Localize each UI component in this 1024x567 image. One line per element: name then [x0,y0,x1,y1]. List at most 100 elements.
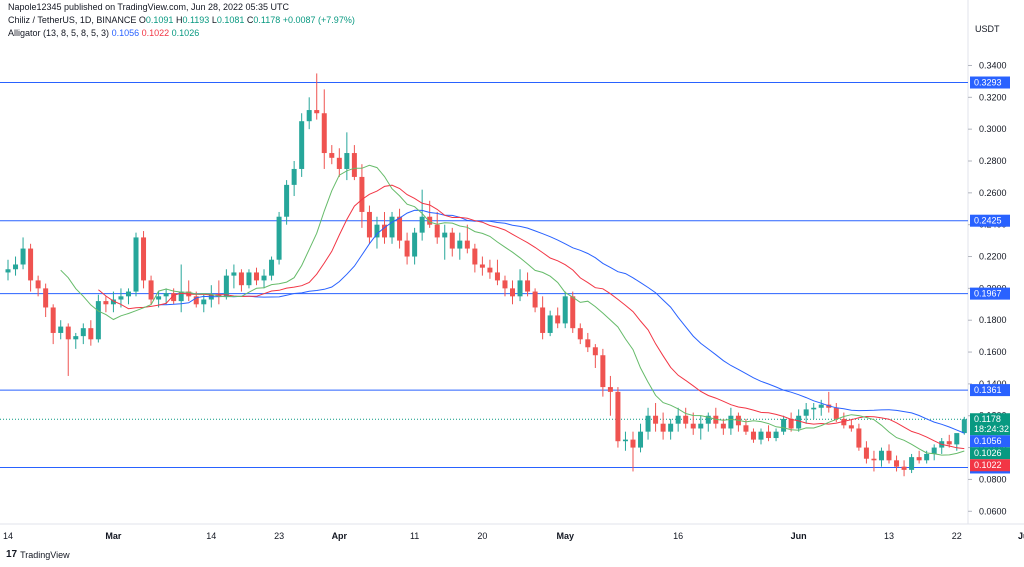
level-tag [970,384,1010,397]
candle-body [577,328,583,340]
candle-body [653,415,659,424]
candle-body [961,419,967,434]
price-tag-countdown: 18:24:32 [974,424,1009,434]
candle-body [811,407,817,410]
candle-body [547,315,553,333]
candle-body [630,439,636,448]
price-tag [970,413,1010,436]
candle-body [35,280,41,289]
candle-body [80,328,86,337]
candle-body [878,450,884,461]
candle-body [427,216,433,225]
candle-body [592,347,598,356]
alligator-name[interactable]: Alligator (13, 8, 5, 8, 5, 3) [8,28,110,38]
alligator-teeth-line [98,184,965,450]
candle-body [442,232,448,238]
candle-body [269,259,275,276]
candle-body [50,307,56,333]
x-tick-label: 23 [274,531,284,541]
candle-body [374,224,380,238]
level-tag [970,287,1010,300]
candle-body [540,307,546,333]
price-tag [970,459,1010,472]
candle-body [600,355,606,388]
candle-body [607,387,613,392]
candle-body [668,423,674,432]
candle-body [95,301,101,340]
candle-body [856,428,862,448]
candle-body [585,339,591,348]
x-tick-label: Jun [791,531,807,541]
y-tick-label: 0.3200 [979,92,1007,102]
x-tick-label: 22 [952,531,962,541]
y-tick-label: 0.2200 [979,252,1007,262]
tradingview-brand: TradingView [20,549,70,560]
ohlc-legend: Chiliz / TetherUS, 1D, BINANCE O0.1091 H… [8,15,355,25]
open-label: O [138,15,146,25]
change-value: +0.0087 (+7.97%) [282,15,355,25]
price-tag [970,447,1010,460]
candle-body [306,110,312,122]
candle-body [178,291,184,302]
publish-text: Napole12345 published on TradingView.com… [8,2,290,12]
x-tick-label: Apr [332,531,348,541]
candle-body [419,216,425,233]
candle-body [946,441,952,445]
horizontal-levels [0,82,968,468]
candle-body [329,153,335,158]
candle-body [510,288,516,297]
candle-body [525,280,531,292]
symbol-label[interactable]: Chiliz / TetherUS, 1D, BINANCE [8,15,137,25]
candle-body [344,153,350,169]
y-tick-label: 0.0800 [979,474,1007,484]
candle-body [570,296,576,329]
y-tick-label: 0.1600 [979,347,1007,357]
x-tick-label: 14 [206,531,216,541]
candle-body [758,431,764,440]
candle-body [818,404,824,408]
y-tick-label: 0.1800 [979,315,1007,325]
candle-body [909,457,915,470]
candlesticks [5,73,967,477]
candle-body [110,299,116,305]
candle-body [201,299,207,305]
candle-body [118,296,124,300]
close-value: 0.1178 [253,15,281,25]
tradingview-footer[interactable]: 17 TradingView [6,549,70,560]
x-tick-label: 14 [3,531,13,541]
candle-body [389,216,395,238]
candle-body [382,224,387,238]
candle-body [291,168,297,185]
candle-body [246,272,252,286]
y-tick-label: 0.1400 [979,379,1007,389]
candle-body [253,272,259,281]
price-tag-label: 0.1022 [974,460,1002,470]
low-value: 0.1081 [216,15,245,25]
candle-body [299,121,305,169]
candle-body [675,415,681,424]
candle-body [954,433,960,445]
candle-body [404,240,410,257]
candle-body [532,291,538,308]
alligator-teeth-value: 0.1022 [141,28,170,38]
close-label: C [246,15,254,25]
level-tag [970,76,1010,89]
candle-body [103,301,109,305]
candle-body [931,447,937,454]
candle-body [841,418,847,426]
candle-body [5,269,11,273]
candle-body [638,431,644,448]
candle-body [193,296,199,305]
low-label: L [211,15,217,25]
candle-body [223,275,229,297]
candle-body [284,184,290,217]
candle-body [562,296,568,324]
chart-grid [0,0,1024,525]
candle-body [434,224,440,238]
candle-body [660,423,666,432]
alligator-jaw-value: 0.1056 [111,28,140,38]
candle-body [472,248,478,265]
x-tick-label: Mar [105,531,122,541]
high-label: H [175,15,183,25]
